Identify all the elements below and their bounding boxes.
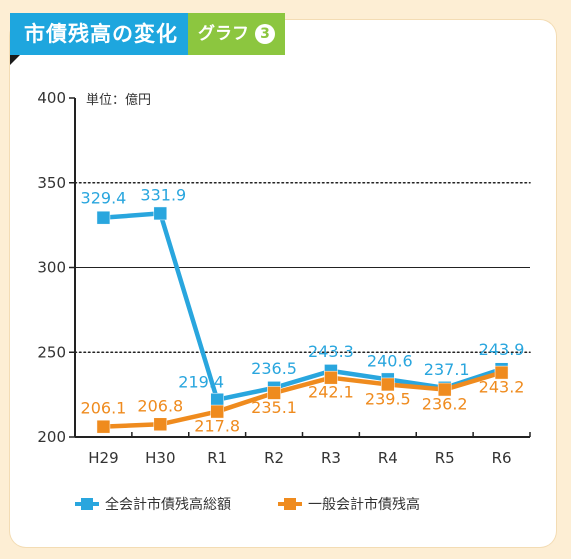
data-point [96, 419, 111, 434]
graph-number: 3 [255, 24, 275, 44]
data-point [494, 365, 509, 380]
data-label-total: 236.5 [251, 359, 297, 378]
y-tick-label: 400 [37, 89, 66, 107]
title-banner: 市債残高の変化 グラフ 3 [10, 13, 285, 55]
data-label-total: 219.4 [178, 373, 224, 392]
legend-marker [81, 498, 93, 510]
data-point [381, 377, 395, 392]
unit-label: 単位：億円 [86, 92, 151, 108]
x-tick-label: H29 [88, 449, 118, 467]
data-point [153, 417, 168, 432]
x-tick-label: R2 [264, 449, 284, 467]
y-tick-label: 200 [37, 428, 66, 446]
y-tick-label: 300 [37, 259, 66, 277]
data-label-total: 243.3 [308, 342, 354, 361]
legend-label: 全会計市債残高総額 [105, 496, 231, 513]
data-label-general: 236.2 [422, 395, 468, 414]
page-title: 市債残高の変化 [10, 13, 188, 55]
legend-label: 一般会計市債残高 [308, 496, 420, 513]
data-label-total: 331.9 [140, 185, 186, 204]
legend-marker [284, 498, 296, 510]
data-label-general: 235.1 [251, 398, 297, 417]
y-tick-label: 350 [37, 174, 66, 192]
x-tick-label: R3 [321, 449, 341, 467]
chart-card [10, 20, 556, 547]
x-tick-label: H30 [145, 449, 175, 467]
x-tick-label: R1 [207, 449, 227, 467]
data-point [210, 404, 224, 419]
data-label-general: 239.5 [365, 389, 411, 408]
graph-label: グラフ [198, 24, 249, 44]
data-label-general: 243.2 [479, 378, 525, 397]
data-label-total: 243.9 [479, 340, 525, 359]
x-tick-label: R4 [378, 449, 398, 467]
data-label-total: 240.6 [367, 351, 413, 370]
data-label-total: 329.4 [81, 189, 127, 208]
x-tick-label: R5 [435, 449, 455, 467]
y-tick-label: 250 [37, 343, 66, 361]
data-point [267, 386, 281, 400]
series-line-0 [103, 211, 503, 402]
data-point [324, 370, 338, 385]
banner-fold [10, 55, 20, 65]
series-line-1 [103, 370, 503, 429]
data-point [153, 206, 168, 221]
data-point [437, 382, 452, 397]
data-label-general: 217.8 [194, 417, 240, 436]
graph-number-badge: グラフ 3 [188, 13, 285, 55]
data-point [210, 392, 224, 407]
data-label-total: 237.1 [424, 360, 470, 379]
data-label-general: 206.8 [137, 396, 183, 415]
data-label-general: 206.1 [81, 399, 127, 418]
data-point [96, 210, 111, 225]
x-tick-label: R6 [492, 449, 512, 467]
data-label-general: 242.1 [308, 383, 354, 402]
